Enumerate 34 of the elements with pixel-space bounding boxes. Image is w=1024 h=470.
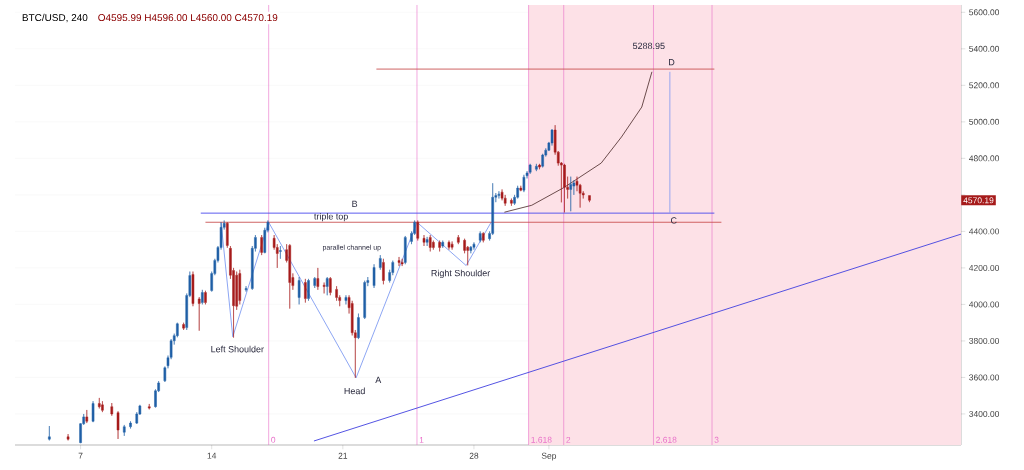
ref-line-label: 3: [714, 436, 719, 443]
ref-line-label: 1: [419, 436, 424, 443]
x-tick-label: 28: [469, 452, 479, 459]
annotation: A: [375, 376, 382, 383]
annotation: D: [669, 59, 675, 66]
x-tick-label: 21: [338, 452, 348, 459]
y-tick-label: 4800.00: [968, 155, 1000, 162]
text: O4595.99 H4596.00 L4560.00 C4570.19: [98, 14, 278, 22]
annotation: Right Shoulder: [431, 269, 491, 279]
x-tick-label: 7: [78, 452, 83, 459]
ref-line-label: 2: [566, 436, 571, 443]
ref-line-label: 1.618: [531, 436, 552, 443]
text: BTC/USD, 240: [22, 13, 88, 23]
y-tick-label: 5400.00: [969, 45, 1000, 52]
annotation: 5288.95: [632, 42, 665, 50]
annotation: triple top: [314, 212, 348, 222]
x-tick-label: Sep: [541, 452, 557, 461]
y-tick-label: 5600.00: [969, 9, 1000, 16]
ref-line-label: 0: [271, 436, 276, 443]
annotation: C: [670, 217, 677, 224]
y-tick-label: 5000.00: [969, 118, 1000, 125]
y-tick-label: 3600.00: [969, 374, 1000, 381]
ref-line-label: 2.618: [656, 436, 677, 443]
y-tick-label: 4200.00: [968, 264, 1000, 271]
annotation: Head: [344, 387, 365, 395]
annotation: Left Shoulder: [211, 345, 264, 353]
annotation: 4570.19: [963, 197, 994, 204]
y-tick-label: 4400.00: [968, 228, 1000, 235]
y-tick-label: 5200.00: [969, 82, 1000, 89]
y-tick-label: 3800.00: [969, 337, 1000, 344]
x-tick-label: 14: [207, 452, 217, 459]
y-tick-label: 3400.00: [969, 410, 1000, 417]
y-tick-label: 4000.00: [968, 301, 1000, 308]
annotation: B: [352, 200, 358, 207]
